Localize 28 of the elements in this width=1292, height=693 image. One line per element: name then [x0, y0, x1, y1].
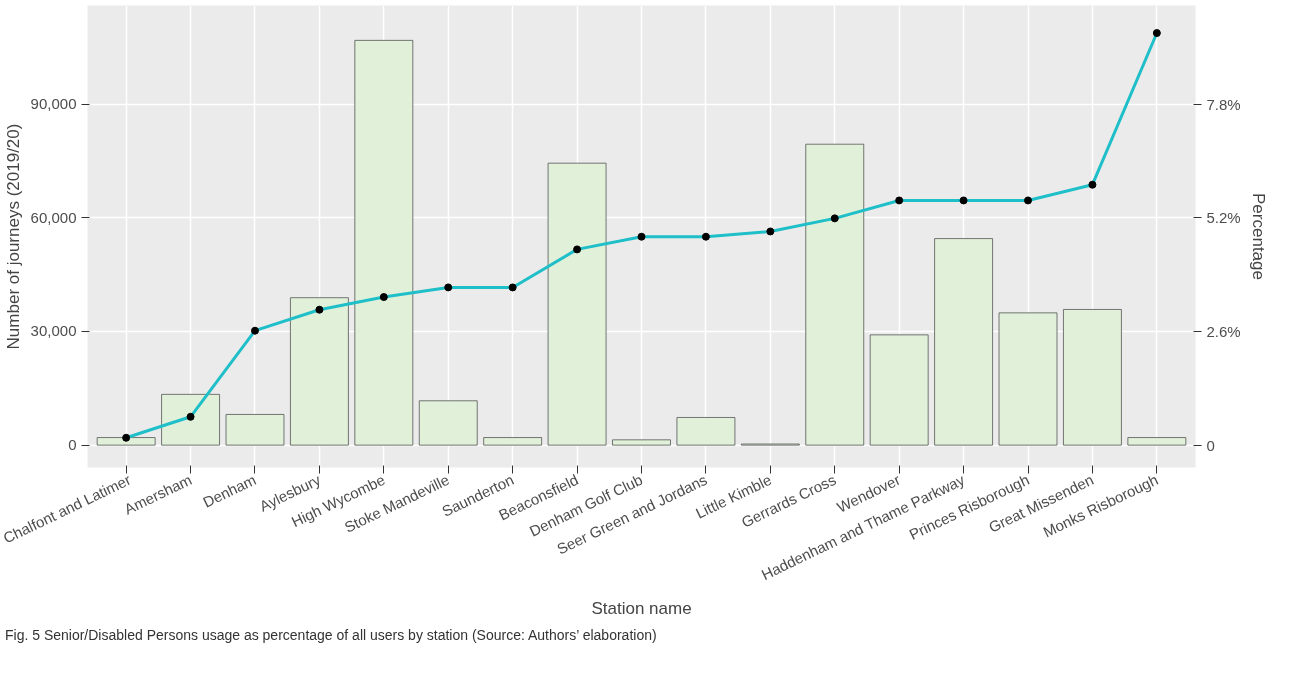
y2-tick-label: 5.2%: [1206, 209, 1241, 227]
y-axis-title: Number of journeys (2019/20): [3, 123, 23, 350]
bar: [869, 334, 929, 446]
bar: [1063, 309, 1122, 446]
bar: [96, 437, 156, 446]
bar: [483, 437, 543, 446]
y-tick-label: 90,000: [30, 95, 77, 113]
bar: [225, 414, 285, 446]
bar: [934, 238, 993, 446]
y-tick-label: 60,000: [30, 208, 77, 226]
y-tick-label: 30,000: [30, 322, 77, 340]
caption: Fig. 5 Senior/Disabled Persons usage as percentage of all users by station (Source: Authors’ elaboration): [5, 626, 657, 645]
bar: [161, 393, 220, 446]
bar: [418, 400, 478, 446]
y2-tick-label: 2.6%: [1206, 323, 1241, 341]
x-axis-title: Station name: [591, 598, 692, 618]
bar: [676, 417, 736, 446]
bar: [805, 143, 865, 446]
y2-tick-label: 7.8%: [1206, 95, 1241, 113]
bar: [1127, 437, 1187, 446]
bar: [612, 439, 671, 446]
bar: [354, 39, 414, 446]
y2-axis-title: Percentage: [1248, 193, 1268, 280]
y2-tick-label: 0: [1206, 436, 1215, 454]
bar: [998, 312, 1058, 446]
bar: [547, 162, 607, 446]
bar: [290, 297, 349, 446]
y-tick-label: 0: [68, 436, 77, 454]
